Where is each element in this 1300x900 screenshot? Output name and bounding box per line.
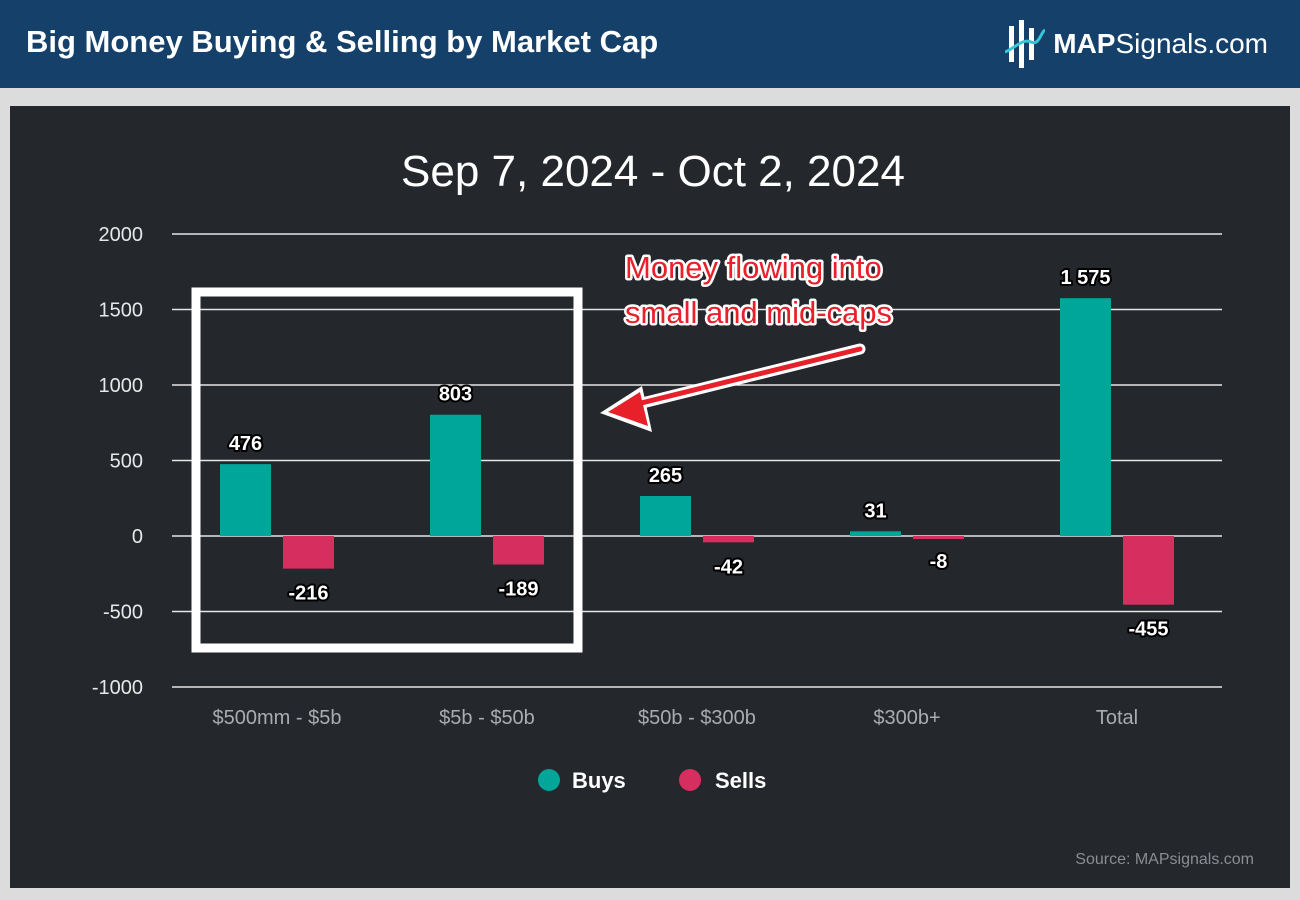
y-tick-label: -500 — [103, 602, 143, 624]
y-tick-label: 1500 — [99, 300, 144, 322]
bar-sells — [283, 536, 334, 569]
bar-sells — [703, 536, 754, 543]
x-tick-label: $5b - $50b — [439, 707, 535, 729]
bar-sells — [493, 536, 544, 565]
x-tick-label: $500mm - $5b — [213, 707, 342, 729]
bar-buys — [430, 414, 481, 536]
data-label-buys: 31 — [864, 500, 886, 522]
y-tick-label: 1000 — [99, 375, 144, 397]
y-axis-tick-labels: 2000 1500 1000 500 0 -500 -1000 — [92, 224, 143, 699]
data-label-sells: -8 — [930, 551, 948, 573]
bar-buys — [220, 464, 271, 536]
y-tick-label: 500 — [110, 451, 143, 473]
page-title: Big Money Buying & Selling by Market Cap — [26, 24, 659, 59]
annotation-line1: Money flowing into — [625, 250, 882, 285]
data-label-sells: -42 — [714, 556, 743, 578]
y-tick-label: 0 — [132, 526, 143, 548]
y-tick-label: 2000 — [99, 224, 144, 246]
x-tick-label: Total — [1096, 707, 1138, 729]
data-label-buys: 476 — [229, 433, 262, 455]
annotation-line2: small and mid-caps — [625, 295, 892, 330]
chart-svg: Sep 7, 2024 - Oct 2, 2024 2000 1500 1000 50… — [92, 147, 1254, 868]
bar-buys — [640, 495, 691, 536]
brand-strong: MAP — [1053, 28, 1116, 59]
x-tick-label: $300b+ — [873, 707, 940, 729]
brand-name: MAPSignals.com — [1053, 28, 1268, 60]
chart-panel: Sep 7, 2024 - Oct 2, 2024 2000 1500 1000 50… — [10, 106, 1290, 888]
legend-swatch-buys — [538, 769, 560, 791]
data-label-sells: -216 — [288, 583, 328, 605]
highlight-box — [191, 287, 583, 653]
legend-swatch-sells — [679, 769, 701, 791]
bar-sells — [1123, 536, 1174, 605]
data-label-sells: -455 — [1128, 619, 1168, 641]
annotation-arrow — [600, 343, 866, 432]
bar-buys — [1060, 298, 1111, 536]
data-label-buys: 803 — [439, 384, 472, 406]
x-axis-tick-labels: $500mm - $5b $5b - $50b $50b - $300b $300b+… — [213, 707, 1139, 729]
x-tick-label: $50b - $300b — [638, 707, 756, 729]
header-bar: Big Money Buying & Selling by Market Cap… — [0, 0, 1300, 88]
source-note: Source: MAPsignals.com — [1075, 851, 1254, 868]
data-label-buys: 265 — [649, 465, 682, 487]
mapsignals-logo-icon — [1005, 20, 1046, 68]
bars — [220, 298, 1174, 605]
legend: Buys Sells — [538, 768, 766, 793]
brand-rest: Signals.com — [1115, 28, 1268, 59]
y-tick-label: -1000 — [92, 677, 143, 699]
bar-buys — [850, 531, 901, 536]
data-labels: 476 -216 803 -189 265 -42 31 -8 1 575 -455 — [227, 265, 1171, 643]
legend-label-sells: Sells — [715, 768, 766, 793]
bar-sells — [913, 536, 964, 539]
data-label-buys: 1 575 — [1060, 267, 1110, 289]
brand: MAPSignals.com — [1005, 18, 1268, 70]
legend-label-buys: Buys — [572, 768, 626, 793]
data-label-sells: -189 — [498, 579, 538, 601]
chart-title: Sep 7, 2024 - Oct 2, 2024 — [401, 147, 905, 196]
